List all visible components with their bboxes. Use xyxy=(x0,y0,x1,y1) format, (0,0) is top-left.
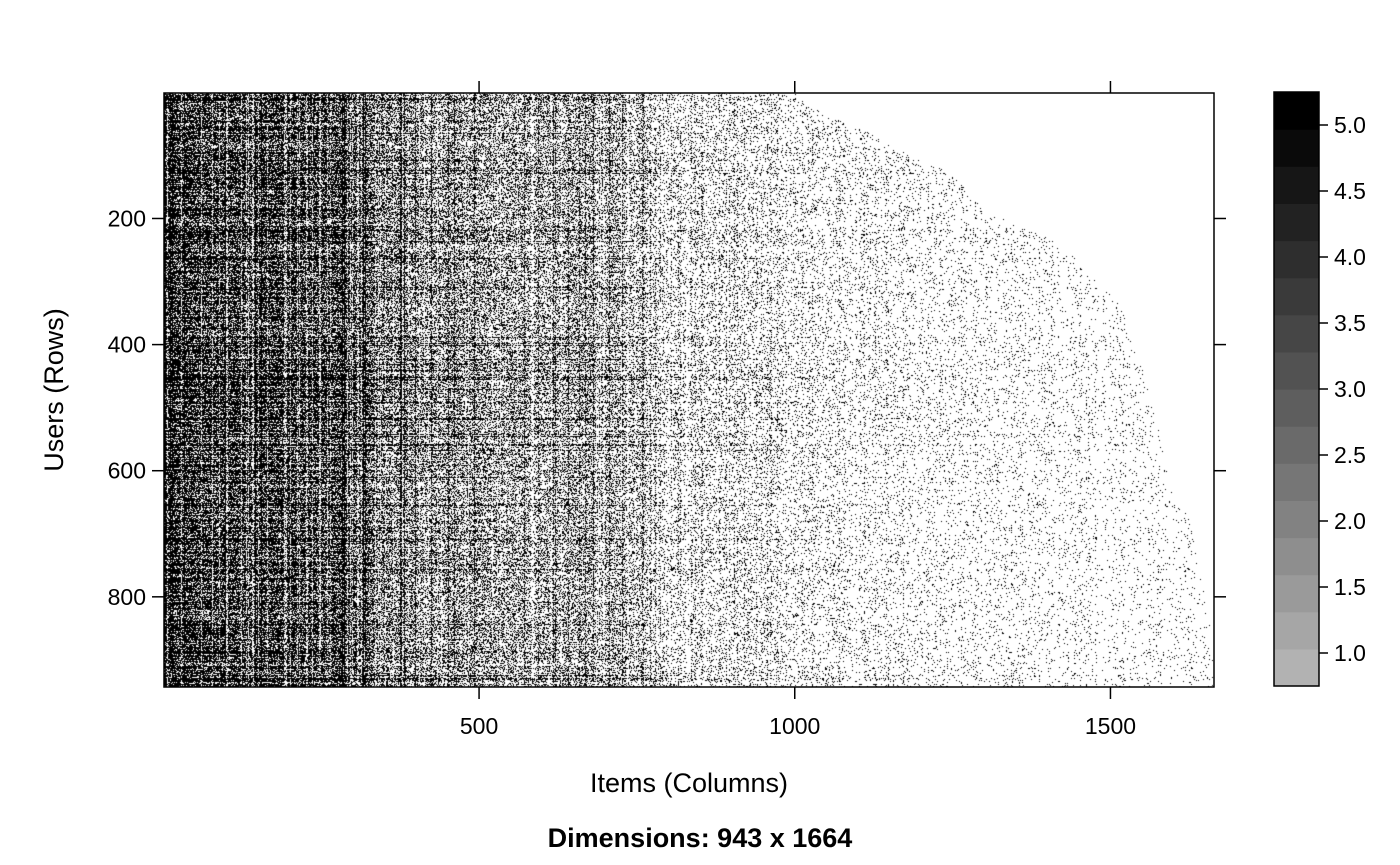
colorbar-tick-label: 1.0 xyxy=(1334,640,1366,666)
colorbar-segment xyxy=(1274,351,1319,390)
colorbar-segment xyxy=(1274,500,1319,539)
y-axis-title: Users (Rows) xyxy=(39,308,69,472)
y-tick-label: 800 xyxy=(108,584,146,610)
colorbar-tick-label: 5.0 xyxy=(1334,112,1366,138)
x-tick-label: 1000 xyxy=(769,713,820,739)
colorbar-segment xyxy=(1274,92,1319,130)
x-tick-label: 1500 xyxy=(1085,713,1136,739)
colorbar-segment xyxy=(1274,648,1319,687)
colorbar-segment xyxy=(1274,277,1319,316)
colorbar-segment xyxy=(1274,426,1319,464)
x-tick-label: 500 xyxy=(460,713,498,739)
colorbar-segment xyxy=(1274,463,1319,501)
colorbar-segment xyxy=(1274,574,1319,613)
colorbar-segment xyxy=(1274,611,1319,650)
colorbar-tick-label: 2.0 xyxy=(1334,508,1366,534)
colorbar-segment xyxy=(1274,203,1319,242)
colorbar: 1.0 1.5 2.0 2.5 3.0 3.5 4.0 4.5 5.0 xyxy=(1273,91,1366,687)
colorbar-tick-label: 4.0 xyxy=(1334,244,1366,270)
x-axis-title: Items (Columns) xyxy=(590,768,788,798)
colorbar-segment xyxy=(1274,166,1319,204)
heatmap-image xyxy=(164,93,1214,687)
colorbar-tick-label: 4.5 xyxy=(1334,178,1366,204)
colorbar-segment xyxy=(1274,129,1319,167)
axis-ticks: 500 1000 1500 200 400 600 800 xyxy=(108,81,1226,739)
colorbar-segment xyxy=(1274,389,1319,427)
y-tick-label: 200 xyxy=(108,205,146,231)
colorbar-segment xyxy=(1274,537,1319,576)
colorbar-segment xyxy=(1274,314,1319,353)
colorbar-segment xyxy=(1274,240,1319,279)
dimensions-subtitle: Dimensions: 943 x 1664 xyxy=(548,823,853,853)
y-tick-label: 600 xyxy=(108,458,146,484)
colorbar-tick-label: 2.5 xyxy=(1334,442,1366,468)
plot-frame xyxy=(163,92,1215,688)
colorbar-tick-label: 3.0 xyxy=(1334,376,1366,402)
colorbar-tick-label: 3.5 xyxy=(1334,310,1366,336)
colorbar-tick-label: 1.5 xyxy=(1334,574,1366,600)
heatmap-cells xyxy=(164,93,1214,687)
y-tick-label: 400 xyxy=(108,332,146,358)
